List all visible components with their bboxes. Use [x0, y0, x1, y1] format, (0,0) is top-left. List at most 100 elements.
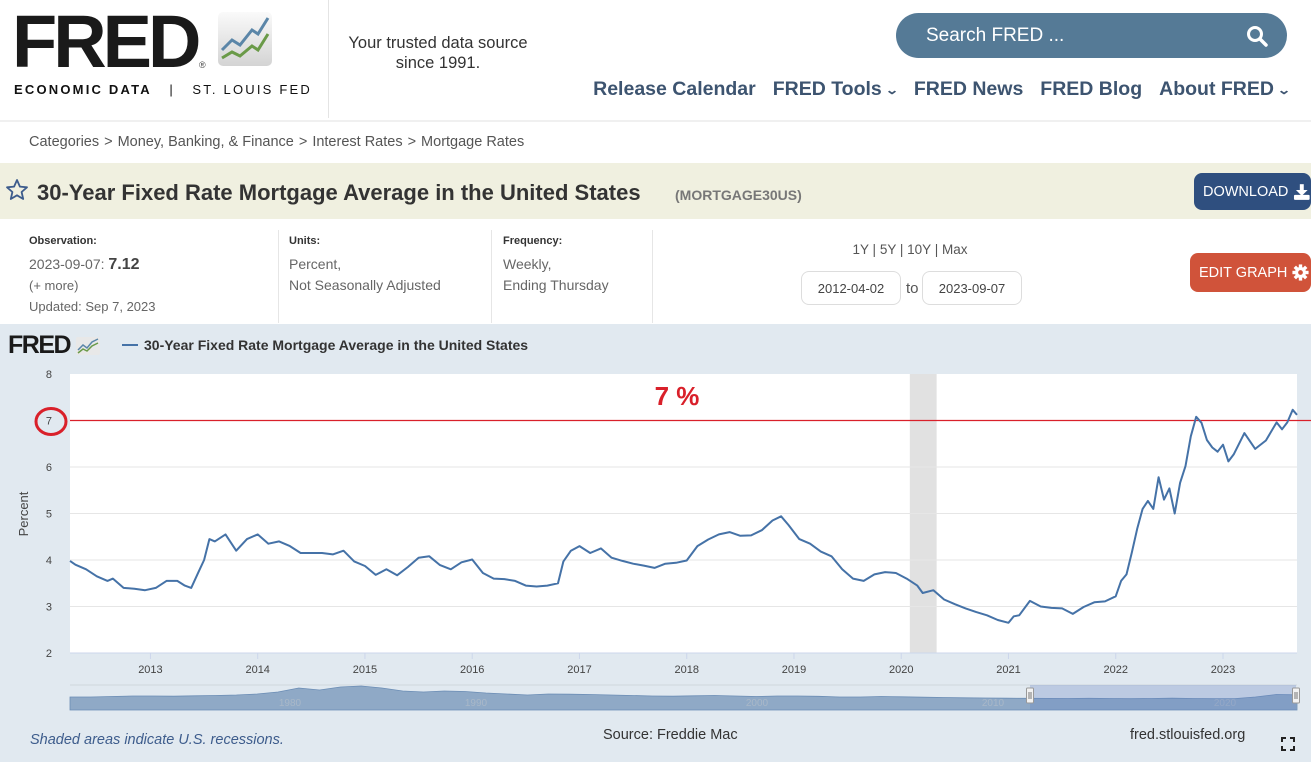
star-icon[interactable]	[5, 178, 29, 202]
units-label: Units:	[289, 235, 321, 247]
observation-date: 2023-09-07:	[29, 256, 105, 272]
meta-divider	[278, 230, 279, 323]
seven-percent-label: 7 %	[655, 381, 700, 411]
units-value: Percent,	[289, 256, 342, 272]
range-separator: |	[872, 242, 877, 257]
to-label: to	[906, 280, 919, 297]
units-block: Units: Percent, Not Seasonally Adjusted	[289, 231, 441, 296]
y-tick-label: 7	[46, 416, 52, 428]
series-line	[69, 408, 1298, 624]
y-tick-label: 5	[46, 509, 52, 521]
source-credit: Source: Freddie Mac	[603, 727, 738, 743]
observation-value: 7.12	[108, 256, 140, 273]
chart-logo-text: FRED	[8, 331, 72, 359]
logo-separator: |	[169, 82, 175, 97]
breadcrumb-money-banking[interactable]: Money, Banking, & Finance	[117, 134, 294, 150]
nav-label: Release Calendar	[593, 78, 756, 100]
logo-st-louis-fed: ST. LOUIS FED	[192, 82, 312, 97]
x-tick-label: 2015	[353, 664, 377, 676]
range-max[interactable]: Max	[941, 242, 968, 257]
navigator-selection	[1030, 685, 1296, 710]
series-title-bar	[0, 163, 1311, 219]
x-tick-label: 2022	[1103, 664, 1127, 676]
circled-tick-highlight	[34, 407, 68, 436]
legend-swatch	[122, 344, 138, 346]
range-10y[interactable]: 10Y	[907, 242, 931, 257]
x-tick-label: 2016	[460, 664, 484, 676]
search-box	[896, 13, 1287, 58]
breadcrumb-interest-rates[interactable]: Interest Rates	[312, 134, 403, 150]
edit-graph-button[interactable]: EDIT GRAPH	[1190, 253, 1311, 292]
y-tick-label: 4	[46, 555, 52, 567]
nav-fred-tools[interactable]: FRED Tools ⌄	[773, 78, 899, 101]
x-tick-label: 2017	[567, 664, 591, 676]
download-icon	[1294, 183, 1311, 200]
main-nav: Release Calendar FRED Tools ⌄ FRED News F…	[593, 78, 1292, 101]
navigator-series-area	[69, 685, 1298, 711]
gear-icon	[1292, 264, 1309, 281]
nav-release-calendar[interactable]: Release Calendar	[593, 78, 756, 101]
site-link[interactable]: fred.stlouisfed.org	[1130, 727, 1246, 743]
x-tick-label: 2020	[889, 664, 913, 676]
meta-divider	[491, 230, 492, 323]
logo-chart-icon	[218, 12, 272, 66]
breadcrumb-separator: >	[104, 134, 113, 150]
search-icon[interactable]	[1246, 25, 1268, 47]
nav-label: FRED News	[913, 78, 1024, 100]
download-button[interactable]: DOWNLOAD	[1194, 173, 1311, 210]
y-tick-label: 6	[46, 462, 52, 474]
logo-economic-data: ECONOMIC DATA	[14, 82, 152, 97]
y-tick-label: 3	[46, 602, 52, 614]
x-tick-label: 2019	[782, 664, 806, 676]
updated-date: Updated: Sep 7, 2023	[29, 299, 156, 314]
navigator-handle[interactable]	[1026, 687, 1034, 704]
units-adjustment: Not Seasonally Adjusted	[289, 277, 441, 293]
meta-divider	[652, 230, 653, 323]
chart-fred-logo: FRED	[8, 330, 100, 360]
legend-label: 30-Year Fixed Rate Mortgage Average in t…	[144, 337, 529, 353]
breadcrumb-separator: >	[407, 134, 417, 150]
chevron-down-icon: ⌄	[1276, 82, 1292, 97]
series-title: 30-Year Fixed Rate Mortgage Average in t…	[37, 180, 641, 205]
registered-mark: ®	[199, 60, 206, 70]
y-tick-label: 2	[46, 648, 52, 660]
frequency-detail: Ending Thursday	[503, 277, 609, 293]
observation-label: Observation:	[29, 235, 97, 247]
range-1y[interactable]: 1Y	[852, 242, 869, 257]
nav-label: FRED Blog	[1040, 78, 1143, 100]
x-tick-label: 2021	[996, 664, 1020, 676]
tagline-line-2: since 1991.	[395, 54, 481, 72]
breadcrumb-mortgage-rates[interactable]: Mortgage Rates	[421, 134, 525, 150]
logo-wordmark: FRED	[12, 0, 201, 83]
chart-legend: 30-Year Fixed Rate Mortgage Average in t…	[122, 337, 528, 353]
date-from-input[interactable]	[801, 271, 901, 305]
range-separator: |	[934, 242, 939, 257]
search-input[interactable]	[926, 13, 1226, 58]
tagline-line-1: Your trusted data source	[348, 34, 528, 52]
breadcrumb: Categories > Money, Banking, & Finance >…	[29, 134, 524, 150]
breadcrumb-categories[interactable]: Categories	[29, 134, 100, 150]
series-id: (MORTGAGE30US)	[675, 187, 802, 203]
x-tick-label: 2023	[1211, 664, 1235, 676]
frequency-value: Weekly,	[503, 256, 552, 272]
nav-fred-blog[interactable]: FRED Blog	[1040, 78, 1142, 101]
logo-subtitle: ECONOMIC DATA | ST. LOUIS FED	[14, 82, 312, 97]
breadcrumb-separator: >	[298, 134, 308, 150]
fullscreen-icon[interactable]	[1281, 737, 1295, 751]
x-tick-label: 2018	[674, 664, 698, 676]
fred-logo[interactable]: FRED ® ECONOMIC DATA | ST. LOUIS FED	[0, 0, 329, 118]
date-to-input[interactable]	[922, 271, 1022, 305]
navigator-label: 1990	[465, 698, 488, 709]
navigator-label: 2020	[1214, 698, 1237, 709]
x-tick-label: 2013	[138, 664, 162, 676]
tagline: Your trusted data source since 1991.	[330, 33, 546, 73]
y-tick-label: 8	[46, 369, 52, 381]
more-link[interactable]: (+ more)	[29, 278, 79, 293]
frequency-label: Frequency:	[503, 235, 563, 247]
y-axis-label: Percent	[16, 491, 31, 536]
navigator-handle[interactable]	[1292, 687, 1300, 704]
nav-about-fred[interactable]: About FRED ⌄	[1159, 78, 1292, 101]
range-separator: |	[899, 242, 904, 257]
range-5y[interactable]: 5Y	[879, 242, 897, 257]
nav-fred-news[interactable]: FRED News	[914, 78, 1023, 101]
